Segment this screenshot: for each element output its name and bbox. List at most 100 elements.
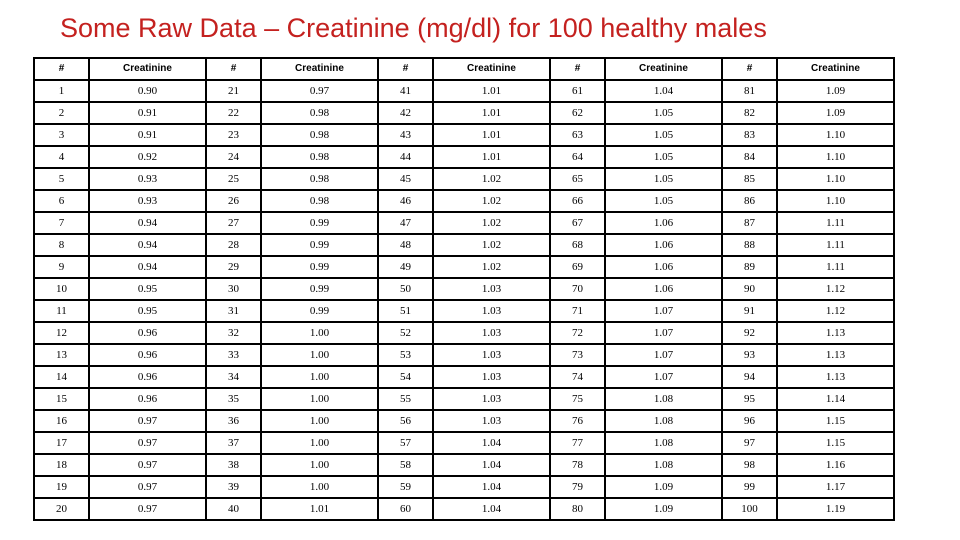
column-header-number: # — [205, 57, 262, 81]
subject-number-cell: 76 — [549, 409, 606, 433]
subject-number-cell: 85 — [721, 167, 778, 191]
subject-number-cell: 13 — [33, 343, 90, 367]
creatinine-value-cell: 1.08 — [604, 409, 723, 433]
creatinine-value-cell: 1.10 — [776, 167, 895, 191]
creatinine-value-cell: 1.10 — [776, 189, 895, 213]
creatinine-value-cell: 1.03 — [432, 343, 551, 367]
subject-number-cell: 39 — [205, 475, 262, 499]
subject-number-cell: 74 — [549, 365, 606, 389]
subject-number-cell: 27 — [205, 211, 262, 235]
subject-number-cell: 60 — [377, 497, 434, 521]
subject-number-cell: 18 — [33, 453, 90, 477]
subject-number-cell: 46 — [377, 189, 434, 213]
column-header-number: # — [549, 57, 606, 81]
table-row: 10 0.95 30 0.99 50 1.03 70 1.06 90 1.12 — [33, 277, 895, 301]
subject-number-cell: 23 — [205, 123, 262, 147]
table-row: 2 0.91 22 0.98 42 1.01 62 1.05 82 1.09 — [33, 101, 895, 125]
creatinine-value-cell: 0.96 — [88, 343, 207, 367]
subject-number-cell: 12 — [33, 321, 90, 345]
subject-number-cell: 73 — [549, 343, 606, 367]
creatinine-value-cell: 1.03 — [432, 365, 551, 389]
subject-number-cell: 96 — [721, 409, 778, 433]
creatinine-value-cell: 1.10 — [776, 145, 895, 169]
creatinine-value-cell: 0.97 — [88, 475, 207, 499]
creatinine-value-cell: 1.07 — [604, 299, 723, 323]
subject-number-cell: 49 — [377, 255, 434, 279]
subject-number-cell: 63 — [549, 123, 606, 147]
subject-number-cell: 29 — [205, 255, 262, 279]
subject-number-cell: 88 — [721, 233, 778, 257]
table-row: 16 0.97 36 1.00 56 1.03 76 1.08 96 1.15 — [33, 409, 895, 433]
creatinine-value-cell: 1.00 — [260, 409, 379, 433]
creatinine-value-cell: 0.98 — [260, 123, 379, 147]
subject-number-cell: 77 — [549, 431, 606, 455]
subject-number-cell: 41 — [377, 79, 434, 103]
creatinine-value-cell: 1.16 — [776, 453, 895, 477]
creatinine-value-cell: 1.00 — [260, 343, 379, 367]
subject-number-cell: 71 — [549, 299, 606, 323]
subject-number-cell: 97 — [721, 431, 778, 455]
subject-number-cell: 25 — [205, 167, 262, 191]
creatinine-value-cell: 1.00 — [260, 431, 379, 455]
creatinine-value-cell: 0.98 — [260, 101, 379, 125]
subject-number-cell: 75 — [549, 387, 606, 411]
subject-number-cell: 26 — [205, 189, 262, 213]
creatinine-value-cell: 1.07 — [604, 343, 723, 367]
subject-number-cell: 50 — [377, 277, 434, 301]
table-header: # Creatinine # Creatinine # Creatinine # Creati… — [33, 57, 895, 81]
creatinine-value-cell: 0.99 — [260, 277, 379, 301]
subject-number-cell: 92 — [721, 321, 778, 345]
creatinine-value-cell: 1.02 — [432, 211, 551, 235]
table-row: 15 0.96 35 1.00 55 1.03 75 1.08 95 1.14 — [33, 387, 895, 411]
creatinine-value-cell: 1.09 — [776, 79, 895, 103]
creatinine-value-cell: 0.94 — [88, 211, 207, 235]
creatinine-value-cell: 1.11 — [776, 255, 895, 279]
subject-number-cell: 16 — [33, 409, 90, 433]
subject-number-cell: 78 — [549, 453, 606, 477]
creatinine-value-cell: 1.04 — [432, 453, 551, 477]
creatinine-value-cell: 0.95 — [88, 299, 207, 323]
subject-number-cell: 94 — [721, 365, 778, 389]
table-row: 3 0.91 23 0.98 43 1.01 63 1.05 83 1.10 — [33, 123, 895, 147]
creatinine-value-cell: 0.99 — [260, 233, 379, 257]
subject-number-cell: 6 — [33, 189, 90, 213]
creatinine-value-cell: 0.99 — [260, 255, 379, 279]
subject-number-cell: 86 — [721, 189, 778, 213]
subject-number-cell: 14 — [33, 365, 90, 389]
table-row: 14 0.96 34 1.00 54 1.03 74 1.07 94 1.13 — [33, 365, 895, 389]
creatinine-value-cell: 1.05 — [604, 189, 723, 213]
subject-number-cell: 8 — [33, 233, 90, 257]
subject-number-cell: 83 — [721, 123, 778, 147]
creatinine-value-cell: 1.01 — [432, 101, 551, 125]
creatinine-value-cell: 1.02 — [432, 167, 551, 191]
subject-number-cell: 32 — [205, 321, 262, 345]
creatinine-value-cell: 1.01 — [432, 79, 551, 103]
creatinine-value-cell: 1.11 — [776, 233, 895, 257]
column-header-creatinine: Creatinine — [88, 57, 207, 81]
column-header-number: # — [721, 57, 778, 81]
creatinine-value-cell: 0.94 — [88, 233, 207, 257]
creatinine-value-cell: 1.05 — [604, 123, 723, 147]
creatinine-value-cell: 0.97 — [88, 431, 207, 455]
creatinine-value-cell: 1.05 — [604, 101, 723, 125]
creatinine-value-cell: 1.00 — [260, 365, 379, 389]
creatinine-value-cell: 1.17 — [776, 475, 895, 499]
creatinine-value-cell: 1.06 — [604, 255, 723, 279]
creatinine-value-cell: 0.99 — [260, 299, 379, 323]
creatinine-value-cell: 1.00 — [260, 387, 379, 411]
subject-number-cell: 10 — [33, 277, 90, 301]
creatinine-value-cell: 1.03 — [432, 409, 551, 433]
subject-number-cell: 51 — [377, 299, 434, 323]
subject-number-cell: 15 — [33, 387, 90, 411]
subject-number-cell: 58 — [377, 453, 434, 477]
creatinine-value-cell: 1.00 — [260, 475, 379, 499]
subject-number-cell: 48 — [377, 233, 434, 257]
subject-number-cell: 1 — [33, 79, 90, 103]
subject-number-cell: 62 — [549, 101, 606, 125]
subject-number-cell: 53 — [377, 343, 434, 367]
creatinine-value-cell: 0.98 — [260, 145, 379, 169]
subject-number-cell: 98 — [721, 453, 778, 477]
creatinine-value-cell: 1.05 — [604, 145, 723, 169]
subject-number-cell: 61 — [549, 79, 606, 103]
subject-number-cell: 45 — [377, 167, 434, 191]
